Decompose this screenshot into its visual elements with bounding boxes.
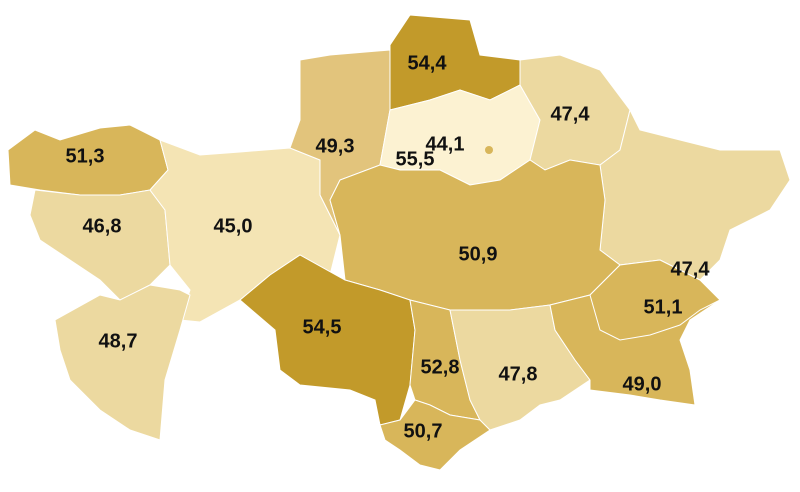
region-east-kazakhstan — [599, 108, 791, 281]
value-label-turkestan: 52,8 — [421, 356, 460, 378]
region-nur-sultan — [485, 146, 493, 154]
value-label-kostanay: 49,3 — [316, 135, 355, 157]
value-label-akmola: 44,1 — [426, 133, 465, 155]
value-label-almaty-region: 49,0 — [623, 373, 662, 395]
value-label-east-kazakhstan: 47,4 — [671, 258, 711, 280]
value-label-aktobe: 45,0 — [214, 215, 253, 237]
value-label-nur-sultan: 55,5 — [396, 148, 435, 170]
region-mangystau — [54, 284, 191, 441]
region-kyzylorda — [239, 254, 416, 426]
value-label-west-kazakhstan: 51,3 — [66, 145, 105, 167]
value-label-almaty-city: 51,1 — [644, 296, 683, 318]
value-label-north-kazakhstan: 54,4 — [408, 52, 448, 74]
value-label-pavlodar: 47,4 — [551, 103, 591, 125]
value-label-kyzylorda: 54,5 — [303, 316, 342, 338]
value-label-atyrau: 46,8 — [83, 215, 122, 237]
value-label-zhambyl: 47,8 — [499, 363, 538, 385]
region-almaty-city — [589, 259, 721, 341]
value-label-mangystau: 48,7 — [99, 330, 138, 352]
region-atyrau — [29, 189, 171, 301]
value-label-karaganda: 50,9 — [459, 243, 498, 265]
value-label-shymkent: 50,7 — [404, 420, 443, 442]
